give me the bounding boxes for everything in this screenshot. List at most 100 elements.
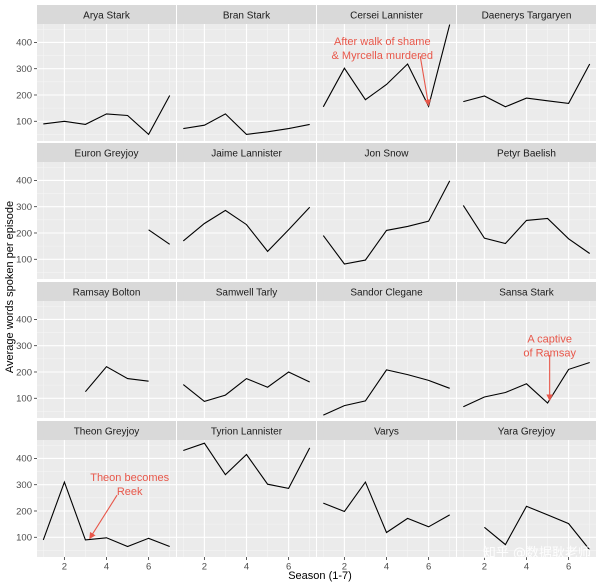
annotation: A captive of Ramsay — [523, 334, 576, 402]
x-tick-label: 6 — [146, 562, 151, 573]
facet-panels: Arya Stark 100 200 300 400 Bran Stark Cersei L… — [16, 5, 596, 573]
facet-strip — [177, 5, 316, 24]
series-line — [43, 95, 171, 136]
annotation-arrow — [89, 494, 118, 540]
y-tick-label: 300 — [16, 341, 32, 352]
y-tick-label: 400 — [16, 38, 32, 49]
facet-strip — [317, 5, 456, 24]
facet-title: Arya Stark — [83, 11, 131, 22]
facet-title: Theon Greyjoy — [74, 427, 140, 438]
facet-panel: Ramsay Bolton 100 200 300 400 — [16, 282, 176, 418]
facet-strip — [317, 143, 456, 162]
facet-panel: Yara Greyjoy 2 4 6 — [457, 421, 596, 573]
facet-panel: Jaime Lannister — [177, 143, 316, 279]
facet-strip — [37, 421, 176, 440]
annotation: After walk of shame & Myrcella murdered — [332, 36, 433, 107]
facet-panel: Cersei Lannister After walk of shame & Myr… — [317, 5, 456, 141]
x-tick-label: 2 — [202, 562, 207, 573]
series-line — [84, 365, 149, 393]
facet-panel: Petyr Baelish — [457, 143, 596, 279]
annotation-text: After walk of shame — [334, 36, 431, 48]
facet-strip — [457, 421, 596, 440]
annotation-text: A captive — [527, 334, 572, 346]
annotation: Theon becomes Reek — [89, 472, 170, 540]
facet-strip — [177, 143, 316, 162]
facet-strip — [317, 421, 456, 440]
series-line — [463, 63, 591, 108]
x-tick-label: 2 — [342, 562, 347, 573]
facet-title: Ramsay Bolton — [73, 288, 141, 299]
facet-title: Sandor Clegane — [350, 288, 423, 299]
facet-title: Jon Snow — [365, 149, 410, 160]
facet-panel: Sandor Clegane — [317, 282, 456, 418]
facet-title: Jaime Lannister — [211, 149, 282, 160]
x-tick-label: 6 — [286, 562, 291, 573]
y-tick-label: 100 — [16, 533, 32, 544]
series-line — [182, 206, 311, 253]
facet-panel: Bran Stark — [177, 5, 316, 141]
y-tick-label: 200 — [16, 228, 32, 239]
y-axis-title: Average words spoken per episode — [4, 201, 16, 373]
watermark-text: 知乎 @数据耿老师 — [483, 545, 591, 561]
y-tick-label: 400 — [16, 315, 32, 326]
y-tick-label: 100 — [16, 394, 32, 405]
facet-title: Petyr Baelish — [497, 149, 556, 160]
y-tick-label: 300 — [16, 202, 32, 213]
facet-strip — [457, 282, 596, 301]
facet-panel: Tyrion Lannister 2 4 6 — [177, 421, 316, 573]
x-tick-label: 4 — [244, 562, 249, 573]
series-line — [322, 24, 451, 108]
x-tick-label: 4 — [524, 562, 529, 573]
y-tick-label: 100 — [16, 255, 32, 266]
y-tick-label: 200 — [16, 506, 32, 517]
facet-strip — [37, 5, 176, 24]
facet-strip — [37, 143, 176, 162]
series-line — [182, 371, 310, 403]
facet-title: Sansa Stark — [499, 288, 554, 299]
facet-panel: Arya Stark 100 200 300 400 — [16, 5, 176, 141]
y-tick-label: 300 — [16, 64, 32, 75]
facet-strip — [177, 421, 316, 440]
facet-panel: Jon Snow — [317, 143, 456, 279]
x-tick-label: 6 — [566, 562, 571, 573]
facet-panel: Varys 2 4 6 — [317, 421, 456, 573]
facet-panel: Daenerys Targaryen — [457, 5, 596, 141]
annotation-text: Reek — [117, 486, 143, 498]
facet-title: Daenerys Targaryen — [482, 11, 572, 22]
facet-title: Cersei Lannister — [350, 11, 423, 22]
x-tick-label: 2 — [482, 562, 487, 573]
x-tick-label: 2 — [62, 562, 67, 573]
series-line — [322, 180, 451, 265]
y-tick-label: 400 — [16, 176, 32, 187]
facet-panel: Theon Greyjoy 100 200 300 400 2 4 6 Theon become… — [16, 421, 176, 573]
y-tick-label: 400 — [16, 454, 32, 465]
x-axis-title: Season (1-7) — [288, 570, 352, 582]
facet-strip — [37, 282, 176, 301]
facet-strip — [317, 282, 456, 301]
series-line — [148, 229, 171, 245]
series-line — [183, 442, 311, 490]
x-tick-label: 6 — [426, 562, 431, 573]
series-line — [462, 205, 591, 254]
series-line — [323, 369, 450, 416]
annotation-text: & Myrcella murdered — [332, 50, 433, 62]
facet-strip — [177, 282, 316, 301]
annotation-text: of Ramsay — [523, 348, 576, 360]
series-line — [42, 480, 170, 548]
x-tick-label: 4 — [384, 562, 389, 573]
y-tick-label: 200 — [16, 90, 32, 101]
facet-strip — [457, 5, 596, 24]
series-line — [323, 480, 450, 534]
y-tick-label: 100 — [16, 117, 32, 128]
facet-title: Bran Stark — [223, 11, 271, 22]
facet-strip — [457, 143, 596, 162]
facet-panel: Samwell Tarly — [177, 282, 316, 418]
facet-title: Samwell Tarly — [216, 288, 278, 299]
facet-panel: Euron Greyjoy 100 200 300 400 — [16, 143, 176, 279]
facet-title: Tyrion Lannister — [211, 427, 283, 438]
x-tick-label: 4 — [104, 562, 109, 573]
y-tick-label: 200 — [16, 367, 32, 378]
series-line — [183, 113, 310, 135]
facet-title: Varys — [374, 427, 399, 438]
